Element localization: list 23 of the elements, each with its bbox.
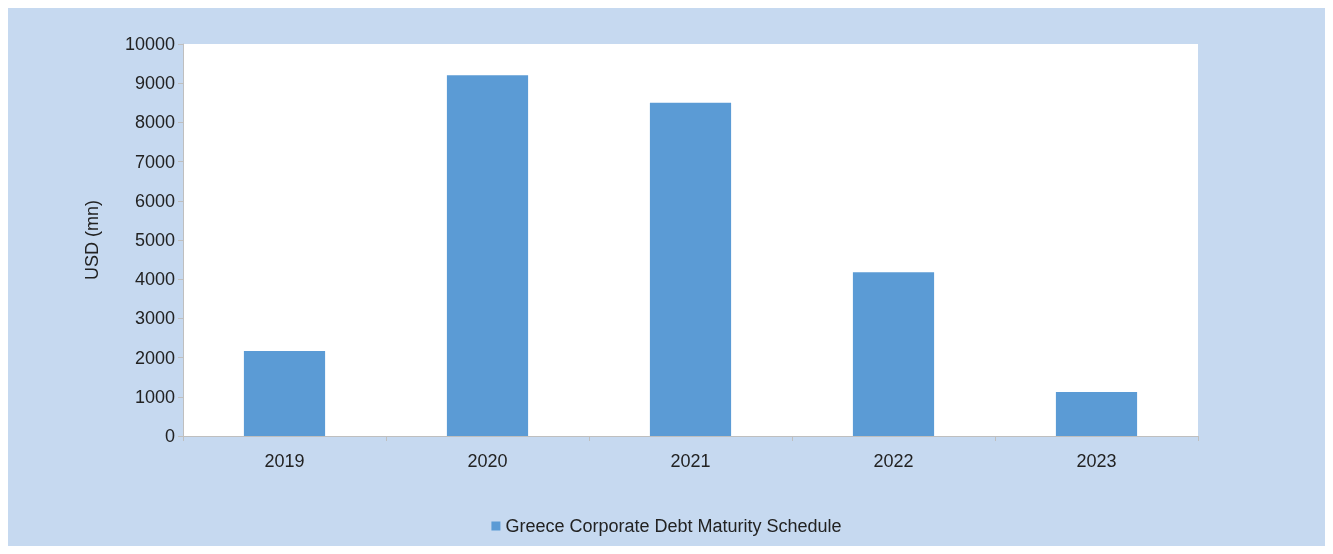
- x-tick-label: 2020: [467, 451, 508, 471]
- y-tick-label: 10000: [124, 34, 175, 54]
- y-axis-title: USD (mn): [82, 200, 102, 280]
- x-tick-label: 2019: [264, 451, 305, 471]
- y-tick-label: 2000: [134, 347, 175, 368]
- bar: [852, 272, 935, 436]
- y-tick-label: 0: [164, 426, 175, 446]
- bar: [1055, 392, 1138, 436]
- bar: [243, 350, 326, 436]
- y-tick-label: 6000: [134, 190, 175, 211]
- y-tick-label: 5000: [134, 230, 175, 250]
- x-tick-label: 2022: [873, 451, 914, 471]
- y-tick-label: 1000: [134, 386, 175, 407]
- x-tick-label: 2023: [1076, 451, 1117, 471]
- y-tick-label: 4000: [134, 269, 175, 290]
- y-tick-label: 8000: [134, 112, 175, 133]
- bar: [649, 102, 732, 436]
- y-tick-label: 3000: [134, 308, 175, 329]
- x-tick-label: 2021: [670, 451, 711, 471]
- bar: [446, 75, 529, 436]
- legend-label: Greece Corporate Debt Maturity Schedule: [505, 516, 842, 536]
- y-tick-label: 7000: [134, 151, 175, 172]
- y-tick-label: 9000: [134, 73, 175, 94]
